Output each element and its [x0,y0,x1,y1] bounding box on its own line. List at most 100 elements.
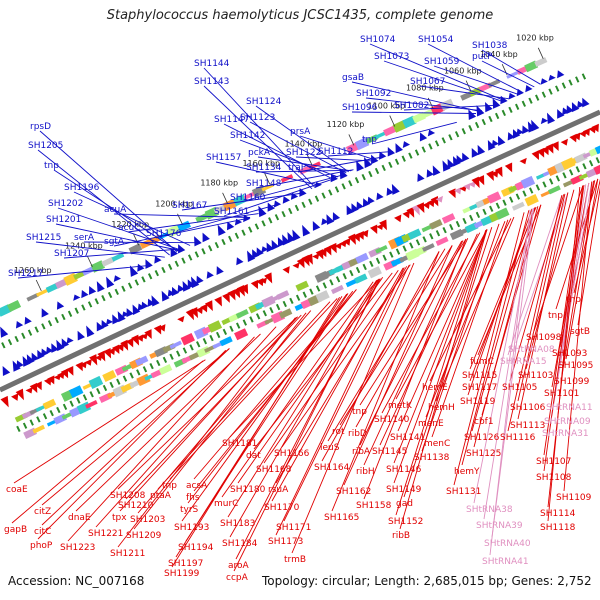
scale-dot [409,242,414,249]
reverse-gene-label: murC [214,499,238,509]
forward-gene-label: prsA [290,127,311,137]
reverse-gene [15,388,24,401]
forward-gene-label: SH1160 [230,193,266,203]
forward-gene [2,365,11,376]
scale-dot [96,388,101,395]
lower-label-connector [431,219,509,438]
scale-dot [328,189,333,196]
forward-gene [256,247,264,257]
scale-dot [408,152,413,159]
forward-gene-label: gsaB [342,73,364,83]
reverse-gene [107,347,116,356]
forward-gene-label: SH1123 [240,113,275,123]
lower-label-connector [133,312,307,530]
scale-dot [14,335,19,343]
cog-block [88,375,104,389]
scale-dot [468,124,473,132]
scale-dot [461,128,466,135]
scale-dot [555,85,560,92]
lower-label-connector [291,262,415,554]
reverse-gene [292,262,300,269]
forward-gene [73,294,81,301]
scale-dot [109,381,114,389]
scale-dot [568,169,574,176]
trna-label: SHtRNA31 [542,429,589,439]
reverse-gene [519,157,527,165]
reverse-gene-label: SH1119 [460,397,496,407]
scale-dot [82,394,88,401]
gene-label-layer: SH1038 SH1054 SH1074 SH1073 putP SH1059 SH1067… [4,35,593,583]
cog-block [367,266,382,279]
forward-gene [326,214,335,225]
lower-label-connector [547,186,581,522]
reverse-gene-label: rot [332,427,345,437]
reverse-gene-label: SH1171 [276,523,311,533]
reverse-gene-label: menC [424,439,450,449]
cog-block [547,185,561,195]
lower-label-connector [271,267,404,502]
cog-block [101,256,115,267]
reverse-gene-label: menE [418,419,444,429]
reverse-gene-label: hemE [422,383,448,393]
reverse-gene-label: gad [396,499,413,509]
lower-label-connector [221,281,374,498]
scale-dot [116,378,121,385]
forward-gene-label: SH1092 [356,89,391,99]
cog-block [219,336,233,347]
upper-label-connector [297,157,380,173]
reverse-gene-label: SH1095 [558,361,593,371]
forward-gene-label: traP [288,163,307,173]
forward-gene [24,316,32,325]
lower-label-connector [125,314,302,500]
reverse-gene [140,332,148,340]
scale-dot [22,422,28,429]
forward-gene [378,151,387,160]
forward-gene [41,308,49,318]
reverse-gene [435,195,443,203]
forward-gene [571,102,580,113]
reverse-gene-label: SH1126 [464,433,500,443]
scale-dot [382,254,387,261]
trna-label: SHtRNA39 [476,521,523,531]
forward-gene [106,276,115,289]
reverse-gene [531,150,539,161]
forward-gene [582,97,590,108]
scale-dot [142,366,148,373]
scale-dot [354,177,360,184]
cog-block [355,252,369,264]
lower-label-connector [395,229,488,400]
scale-dot [581,73,587,80]
reverse-gene [79,361,87,369]
scale-dot [542,181,547,188]
scale-dot [101,294,106,302]
reverse-gene [343,238,351,246]
forward-gene-label: SH1176 [146,229,182,239]
forward-gene-label: acuA [104,205,127,215]
forward-gene [477,144,486,156]
forward-gene [66,337,74,345]
cog-block [469,86,483,97]
reverse-gene-label: SH1093 [552,349,587,359]
forward-gene [147,298,155,307]
forward-gene [540,78,548,85]
forward-gene [516,128,524,136]
cog-block [298,165,312,175]
forward-gene-label: putP [472,52,493,62]
lower-label-connector [403,227,493,498]
forward-gene [187,279,196,289]
forward-gene [522,125,530,135]
forward-gene [395,143,403,154]
forward-gene-label: SH1038 [472,41,508,51]
reverse-gene-label: dat [246,451,261,461]
scale-dot [422,236,427,243]
forward-gene-label: sgtA [104,237,125,247]
forward-gene-label: SH1207 [54,249,89,259]
forward-gene-label: SH1167 [172,201,207,211]
reverse-gene [304,253,313,265]
reverse-gene-label: SH1109 [556,493,592,503]
forward-gene [356,160,365,172]
cog-block [487,191,502,204]
cog-block [407,228,422,240]
lower-label-connector [41,348,230,506]
scale-dot [162,356,168,364]
